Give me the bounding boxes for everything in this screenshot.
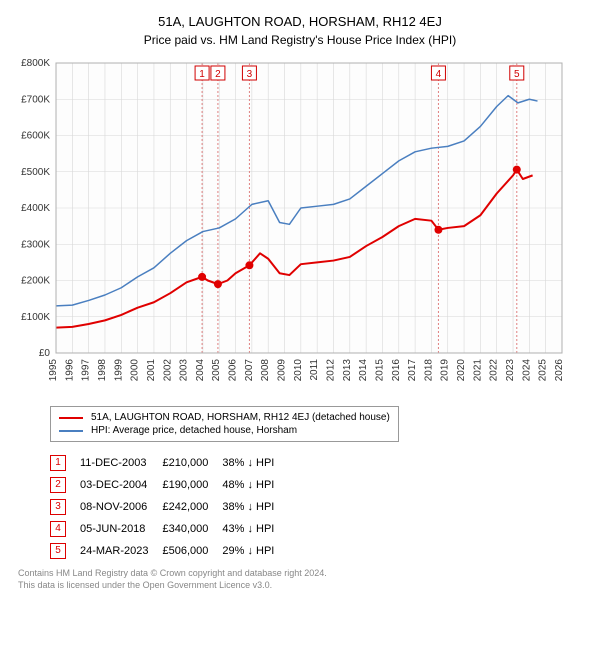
legend-swatch	[59, 430, 83, 432]
svg-text:2015: 2015	[374, 359, 385, 382]
transaction-price: £340,000	[162, 518, 222, 540]
footer-attribution: Contains HM Land Registry data © Crown c…	[18, 568, 590, 591]
svg-text:1998: 1998	[97, 359, 108, 382]
svg-text:£0: £0	[39, 348, 51, 359]
svg-text:2016: 2016	[391, 359, 402, 382]
table-row: 2 03-DEC-2004£190,00048% ↓ HPI	[50, 474, 288, 496]
svg-text:2006: 2006	[228, 359, 239, 382]
transaction-number-box: 5	[50, 543, 66, 559]
svg-text:£600K: £600K	[21, 131, 50, 142]
transaction-delta: 38% ↓ HPI	[222, 496, 288, 518]
svg-text:2020: 2020	[456, 359, 467, 382]
transaction-price: £242,000	[162, 496, 222, 518]
svg-text:2013: 2013	[342, 359, 353, 382]
svg-text:2: 2	[215, 69, 221, 80]
table-row: 1 11-DEC-2003£210,00038% ↓ HPI	[50, 452, 288, 474]
svg-text:£300K: £300K	[21, 239, 50, 250]
transaction-date: 08-NOV-2006	[80, 496, 162, 518]
transaction-number-box: 4	[50, 521, 66, 537]
transaction-delta: 29% ↓ HPI	[222, 540, 288, 562]
svg-text:2007: 2007	[244, 359, 255, 382]
transaction-number-box: 3	[50, 499, 66, 515]
transaction-delta: 43% ↓ HPI	[222, 518, 288, 540]
svg-text:1: 1	[199, 69, 205, 80]
svg-text:£400K: £400K	[21, 203, 50, 214]
legend-swatch	[59, 417, 83, 419]
svg-text:2018: 2018	[423, 359, 434, 382]
svg-text:2003: 2003	[179, 359, 190, 382]
svg-text:2000: 2000	[130, 359, 141, 382]
transaction-delta: 38% ↓ HPI	[222, 452, 288, 474]
svg-text:2001: 2001	[146, 359, 157, 382]
svg-text:2010: 2010	[293, 359, 304, 382]
svg-text:2019: 2019	[440, 359, 451, 382]
svg-text:3: 3	[247, 69, 253, 80]
svg-text:2002: 2002	[162, 359, 173, 382]
svg-text:£700K: £700K	[21, 94, 50, 105]
footer-line: This data is licensed under the Open Gov…	[18, 580, 590, 592]
transaction-date: 11-DEC-2003	[80, 452, 162, 474]
svg-text:2014: 2014	[358, 359, 369, 382]
svg-text:2012: 2012	[325, 359, 336, 382]
legend-item: HPI: Average price, detached house, Hors…	[59, 424, 390, 437]
svg-text:2004: 2004	[195, 359, 206, 382]
svg-text:2026: 2026	[554, 359, 565, 382]
svg-text:2021: 2021	[472, 359, 483, 382]
transaction-delta: 48% ↓ HPI	[222, 474, 288, 496]
svg-text:4: 4	[436, 69, 442, 80]
svg-text:2025: 2025	[538, 359, 549, 382]
transaction-price: £190,000	[162, 474, 222, 496]
svg-text:£800K: £800K	[21, 58, 50, 69]
page-subtitle: Price paid vs. HM Land Registry's House …	[10, 33, 590, 47]
svg-text:1997: 1997	[81, 359, 92, 382]
legend: 51A, LAUGHTON ROAD, HORSHAM, RH12 4EJ (d…	[50, 406, 399, 442]
legend-label: HPI: Average price, detached house, Hors…	[91, 425, 297, 436]
svg-text:£500K: £500K	[21, 167, 50, 178]
svg-text:£100K: £100K	[21, 312, 50, 323]
transaction-number-box: 1	[50, 455, 66, 471]
transaction-price: £210,000	[162, 452, 222, 474]
transactions-table: 1 11-DEC-2003£210,00038% ↓ HPI 2 03-DEC-200…	[50, 452, 288, 562]
table-row: 5 24-MAR-2023£506,00029% ↓ HPI	[50, 540, 288, 562]
svg-text:2005: 2005	[211, 359, 222, 382]
transaction-price: £506,000	[162, 540, 222, 562]
svg-text:2009: 2009	[277, 359, 288, 382]
transaction-date: 05-JUN-2018	[80, 518, 162, 540]
transaction-date: 03-DEC-2004	[80, 474, 162, 496]
price-chart: £0 £100K £200K £300K £400K £500K £600K £700K £80…	[10, 55, 570, 395]
svg-text:2008: 2008	[260, 359, 271, 382]
legend-item: 51A, LAUGHTON ROAD, HORSHAM, RH12 4EJ (d…	[59, 411, 390, 424]
svg-text:2011: 2011	[309, 359, 320, 381]
footer-line: Contains HM Land Registry data © Crown c…	[18, 568, 590, 580]
transaction-number-box: 2	[50, 477, 66, 493]
svg-text:2024: 2024	[521, 359, 532, 382]
svg-text:1996: 1996	[64, 359, 75, 382]
svg-text:2017: 2017	[407, 359, 418, 382]
table-row: 3 08-NOV-2006£242,00038% ↓ HPI	[50, 496, 288, 518]
chart-container: £0 £100K £200K £300K £400K £500K £600K £700K £80…	[10, 55, 590, 400]
svg-text:1999: 1999	[113, 359, 124, 382]
transaction-date: 24-MAR-2023	[80, 540, 162, 562]
svg-text:5: 5	[514, 69, 520, 80]
table-row: 4 05-JUN-2018£340,00043% ↓ HPI	[50, 518, 288, 540]
svg-text:2023: 2023	[505, 359, 516, 382]
svg-text:1995: 1995	[48, 359, 59, 382]
page-title: 51A, LAUGHTON ROAD, HORSHAM, RH12 4EJ	[10, 14, 590, 29]
svg-text:2022: 2022	[489, 359, 500, 382]
svg-text:£200K: £200K	[21, 276, 50, 287]
legend-label: 51A, LAUGHTON ROAD, HORSHAM, RH12 4EJ (d…	[91, 412, 390, 423]
